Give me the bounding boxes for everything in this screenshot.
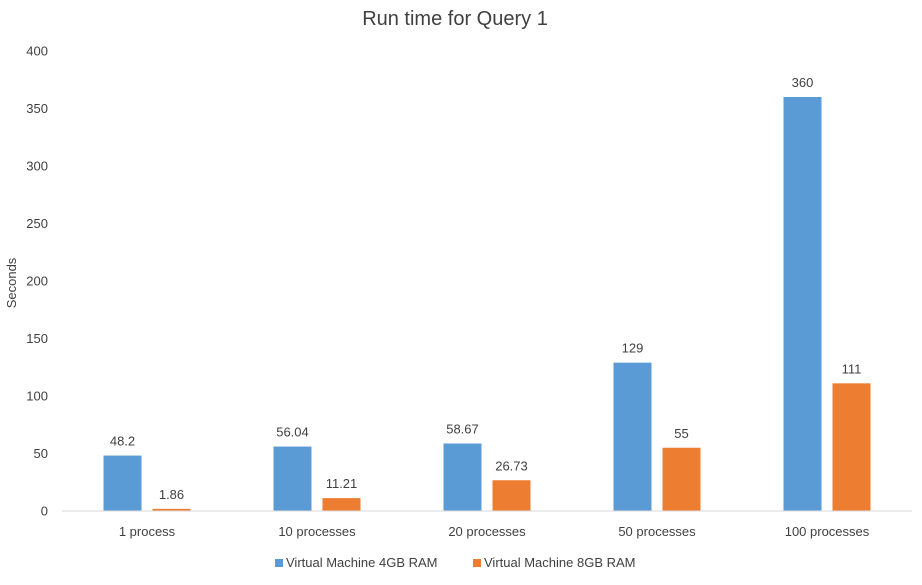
x-axis-ticks: 1 process 10 processes 20 processes 50 proc… [119,524,870,539]
data-label: 58.67 [446,422,479,437]
data-label: 11.21 [326,476,358,491]
y-tick-label: 100 [26,389,48,404]
bar-series-2 [152,508,191,511]
y-tick-label: 400 [26,44,48,59]
x-tick-label: 100 processes [785,524,870,539]
bar-series-1 [273,446,312,511]
bar-series-1 [103,455,142,511]
data-labels: 48.2 1.86 56.04 11.21 58.67 26.73 129 55 360 111 [110,75,862,502]
y-tick-label: 250 [26,216,48,231]
data-label: 111 [842,361,862,376]
data-label: 26.73 [495,458,528,473]
y-tick-label: 150 [26,331,48,346]
y-tick-label: 300 [26,159,48,174]
data-label: 1.86 [159,487,184,502]
y-tick-label: 350 [26,101,48,116]
bars-group [103,97,871,511]
bar-series-1 [783,97,822,511]
bar-series-2 [492,480,531,511]
y-axis-title: Seconds [4,257,19,308]
y-tick-label: 0 [41,504,48,519]
bar-series-2 [832,383,871,511]
data-label: 56.04 [276,425,309,440]
y-tick-label: 200 [26,274,48,289]
chart-title: Run time for Query 1 [362,8,548,30]
legend-swatch [473,559,481,567]
data-label: 360 [792,75,814,90]
y-tick-label: 50 [34,446,48,461]
bar-series-1 [613,362,652,511]
bar-series-2 [662,447,701,511]
data-label: 55 [674,426,688,441]
bar-series-1 [443,443,482,511]
y-axis-ticks: 0 50 100 150 200 250 300 350 400 [26,44,48,519]
bar-series-2 [322,498,361,511]
x-tick-label: 10 processes [278,524,356,539]
x-tick-label: 1 process [119,524,176,539]
x-tick-label: 50 processes [618,524,696,539]
legend: Virtual Machine 4GB RAM Virtual Machine 8… [275,555,636,570]
data-label: 129 [622,341,644,356]
legend-label: Virtual Machine 4GB RAM [286,555,438,570]
legend-swatch [275,559,283,567]
data-label: 48.2 [110,434,135,449]
legend-label: Virtual Machine 8GB RAM [484,555,636,570]
x-tick-label: 20 processes [448,524,526,539]
